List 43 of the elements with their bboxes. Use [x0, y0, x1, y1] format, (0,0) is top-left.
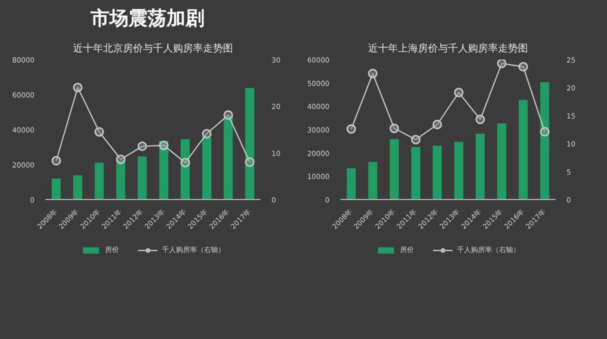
- point: [518, 62, 528, 72]
- chart-title: 近十年上海房价与千人购房率走势图: [368, 42, 528, 54]
- point: [202, 128, 212, 138]
- bar: [202, 136, 212, 200]
- point: [390, 124, 399, 134]
- point: [411, 134, 420, 144]
- bar: [476, 134, 485, 200]
- bar: [245, 88, 254, 200]
- point: [52, 156, 61, 166]
- bar: [73, 175, 82, 200]
- bar: [540, 82, 550, 200]
- bar: [497, 123, 506, 200]
- bar: [52, 178, 61, 200]
- point: [180, 158, 190, 168]
- text: 市场震荡加剧: [90, 8, 204, 30]
- point: [497, 60, 506, 68]
- bar: [346, 168, 356, 200]
- bar: [116, 160, 126, 200]
- point: [73, 82, 82, 92]
- bar: [411, 147, 420, 200]
- point: [346, 124, 356, 134]
- point: [540, 127, 550, 136]
- point: [476, 114, 485, 124]
- point: [224, 110, 233, 120]
- bar: [518, 100, 528, 200]
- bar: [94, 162, 104, 200]
- bar: [454, 142, 464, 200]
- bar: [390, 139, 399, 200]
- point: [116, 154, 126, 164]
- point: [245, 157, 254, 167]
- bar: [224, 116, 233, 200]
- bar: [180, 139, 190, 200]
- chart-title: 近十年北京房价与千人购房率走势图: [73, 42, 233, 54]
- point: [94, 127, 104, 137]
- bar: [138, 156, 147, 200]
- point: [368, 68, 378, 78]
- bar: [432, 146, 442, 200]
- point: [432, 120, 442, 130]
- point: [138, 142, 147, 152]
- point: [159, 140, 168, 150]
- point: [454, 88, 464, 98]
- bar: [159, 140, 168, 200]
- bar: [368, 162, 378, 200]
